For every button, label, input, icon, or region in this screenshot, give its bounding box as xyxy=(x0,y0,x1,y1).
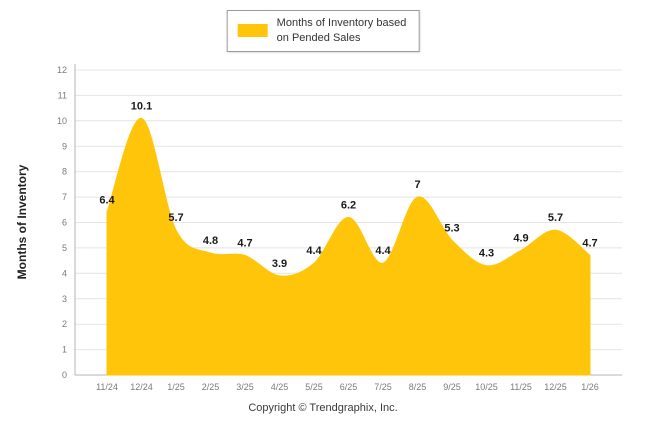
copyright-text: Copyright © Trendgraphix, Inc. xyxy=(248,402,398,414)
svg-text:11/24: 11/24 xyxy=(96,382,118,392)
svg-text:6.4: 6.4 xyxy=(99,194,115,206)
svg-text:4/25: 4/25 xyxy=(271,382,289,392)
svg-text:8/25: 8/25 xyxy=(409,382,427,392)
svg-text:4.3: 4.3 xyxy=(479,248,494,260)
svg-text:9: 9 xyxy=(62,141,67,151)
y-axis-title: Months of Inventory xyxy=(15,164,29,280)
svg-text:6: 6 xyxy=(62,218,67,228)
svg-text:3/25: 3/25 xyxy=(236,382,254,392)
legend-swatch-icon xyxy=(237,24,268,38)
svg-text:4.4: 4.4 xyxy=(375,245,391,257)
svg-text:12: 12 xyxy=(57,65,67,75)
svg-text:12/25: 12/25 xyxy=(544,382,567,392)
svg-text:4.8: 4.8 xyxy=(203,235,218,247)
svg-text:7/25: 7/25 xyxy=(374,382,392,392)
svg-text:7: 7 xyxy=(62,192,67,202)
svg-text:2: 2 xyxy=(62,319,67,329)
svg-text:4: 4 xyxy=(62,268,67,278)
svg-text:6.2: 6.2 xyxy=(341,199,356,211)
svg-text:1: 1 xyxy=(62,345,67,355)
x-tick-labels: 11/24 12/24 1/25 2/25 3/25 4/25 5/25 6/25 7/25 8/… xyxy=(96,382,599,392)
svg-text:8: 8 xyxy=(62,167,67,177)
area-series xyxy=(106,117,591,376)
svg-text:1/26: 1/26 xyxy=(581,382,599,392)
svg-text:3.9: 3.9 xyxy=(272,258,287,270)
svg-text:5.7: 5.7 xyxy=(168,212,183,224)
svg-text:4.4: 4.4 xyxy=(306,245,322,257)
svg-text:5: 5 xyxy=(62,243,67,253)
svg-text:3: 3 xyxy=(62,294,67,304)
svg-text:11: 11 xyxy=(58,90,67,100)
svg-text:11/25: 11/25 xyxy=(510,382,532,392)
svg-text:10: 10 xyxy=(57,116,67,126)
svg-text:12/24: 12/24 xyxy=(130,382,153,392)
svg-text:5.7: 5.7 xyxy=(548,212,563,224)
svg-text:4.9: 4.9 xyxy=(513,233,528,245)
svg-text:7: 7 xyxy=(414,179,420,191)
svg-text:4.7: 4.7 xyxy=(237,238,252,250)
legend-label-line2: on Pended Sales xyxy=(276,31,361,44)
chart-legend: Months of Inventory based on Pended Sale… xyxy=(226,10,420,52)
svg-text:6/25: 6/25 xyxy=(340,382,358,392)
svg-text:5.3: 5.3 xyxy=(444,222,459,234)
svg-text:10/25: 10/25 xyxy=(475,382,498,392)
svg-text:2/25: 2/25 xyxy=(202,382,220,392)
svg-text:0: 0 xyxy=(62,370,67,380)
legend-label: Months of Inventory based on Pended Sale… xyxy=(277,16,407,46)
svg-text:10.1: 10.1 xyxy=(131,100,152,112)
legend-label-line1: Months of Inventory based xyxy=(276,17,407,29)
svg-text:5/25: 5/25 xyxy=(305,382,323,392)
svg-text:9/25: 9/25 xyxy=(443,382,461,392)
point-labels: 6.4 10.1 5.7 4.8 4.7 3.9 4.4 6.2 4.4 7 5.3 4.3 4.9 5.… xyxy=(99,100,597,270)
svg-text:1/25: 1/25 xyxy=(167,382,185,392)
svg-text:4.7: 4.7 xyxy=(582,238,597,250)
